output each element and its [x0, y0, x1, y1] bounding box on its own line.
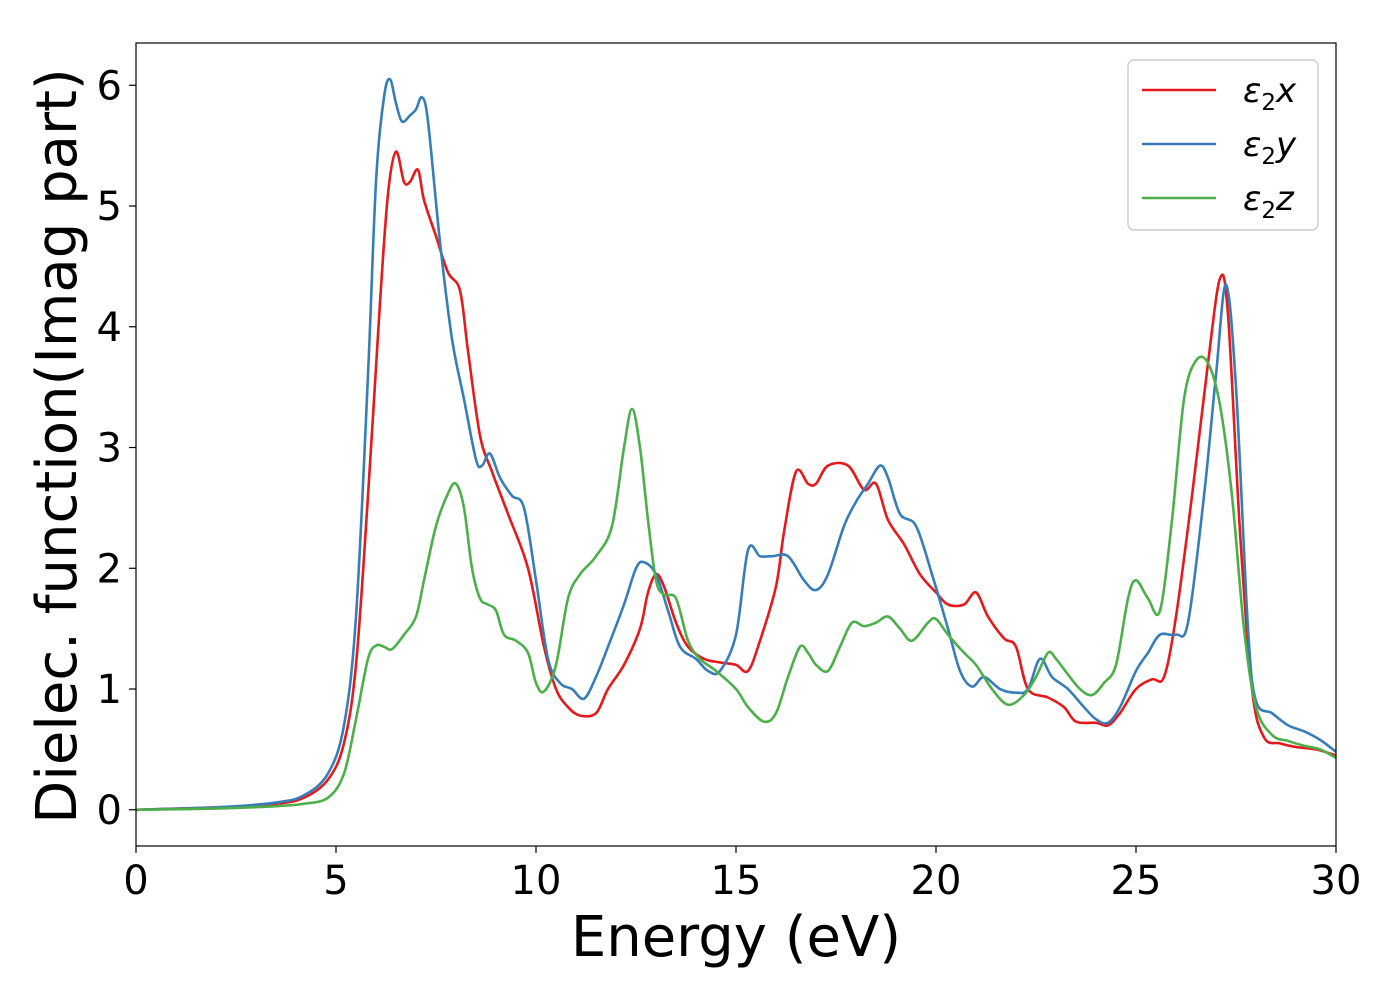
x-tick-label: 5 — [323, 858, 348, 904]
y-tick-label: 5 — [97, 184, 122, 230]
legend-label-x: ε2x — [1243, 71, 1297, 116]
y-tick-label: 1 — [97, 667, 122, 713]
x-axis-ticks: 0 5 10 15 20 25 30 — [123, 846, 1361, 904]
y-tick-label: 3 — [97, 426, 122, 472]
legend: ε2x ε2y ε2z — [1127, 59, 1319, 231]
series-line-z — [136, 355, 1336, 812]
y-axis-ticks: 0 1 2 3 4 5 6 — [97, 63, 136, 834]
y-tick-label: 2 — [97, 546, 122, 592]
y-axis-label: Dielec. function(Imag part) — [25, 68, 90, 824]
x-tick-label: 25 — [1111, 858, 1162, 904]
y-tick-label: 6 — [97, 63, 122, 109]
y-tick-label: 4 — [97, 305, 122, 351]
legend-label-z: ε2z — [1243, 179, 1295, 224]
series-layer — [136, 77, 1336, 812]
series-line-y — [136, 77, 1336, 812]
x-tick-label: 15 — [711, 858, 762, 904]
x-tick-label: 10 — [511, 858, 562, 904]
series-line-x — [136, 150, 1336, 812]
x-tick-label: 20 — [911, 858, 962, 904]
y-tick-label: 0 — [97, 788, 122, 834]
legend-box — [1127, 59, 1319, 231]
x-tick-label: 0 — [123, 858, 148, 904]
x-axis-label: Energy (eV) — [571, 905, 901, 970]
x-tick-label: 30 — [1311, 858, 1362, 904]
legend-label-y: ε2y — [1243, 125, 1297, 170]
